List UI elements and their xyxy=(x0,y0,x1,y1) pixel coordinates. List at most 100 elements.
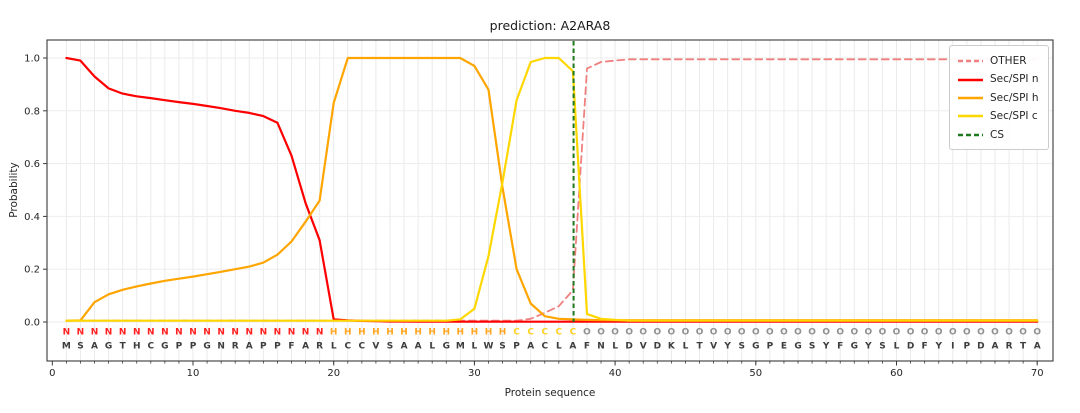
residue-letter: G xyxy=(752,342,759,352)
residue-letter: S xyxy=(499,342,505,352)
residue-letter: L xyxy=(894,342,900,352)
residue-letter: Y xyxy=(822,342,830,352)
annotation-letter: O xyxy=(991,328,999,338)
annotation-letter: N xyxy=(175,328,183,338)
residue-letter: S xyxy=(738,342,744,352)
annotation-letter: N xyxy=(189,328,197,338)
residue-letter: T xyxy=(1020,342,1027,352)
sec-spi-n-line-sample xyxy=(958,78,983,81)
annotation-letter: N xyxy=(91,328,99,338)
annotation-letter: O xyxy=(583,328,591,338)
annotation-letter: N xyxy=(231,328,239,338)
annotation-letter: C xyxy=(513,328,520,338)
residue-letter: P xyxy=(274,342,281,352)
residue-letter: M xyxy=(62,342,71,352)
annotation-letter: O xyxy=(639,328,647,338)
residue-letter: A xyxy=(91,342,98,352)
x-tick-label: 40 xyxy=(609,368,622,379)
annotation-letter: H xyxy=(372,328,380,338)
annotation-letter: O xyxy=(977,328,985,338)
residue-letter: A xyxy=(569,342,576,352)
residue-letter: L xyxy=(556,342,562,352)
residue-letter: D xyxy=(977,342,984,352)
annotation-letter: H xyxy=(428,328,436,338)
annotation-letter: N xyxy=(105,328,113,338)
residue-letter: G xyxy=(105,342,112,352)
residue-letter: G xyxy=(851,342,858,352)
residue-letter: Y xyxy=(864,342,872,352)
residue-letter: D xyxy=(625,342,632,352)
annotation-letter: O xyxy=(879,328,887,338)
chart-title: prediction: A2ARA8 xyxy=(489,18,611,33)
annotation-letter: O xyxy=(921,328,929,338)
residue-letter: P xyxy=(964,342,971,352)
residue-letter: G xyxy=(443,342,450,352)
residue-letter: P xyxy=(260,342,267,352)
other-line-sample xyxy=(958,59,983,63)
annotation-letter: O xyxy=(766,328,774,338)
annotation-letter: N xyxy=(203,328,211,338)
y-tick-label: 0.4 xyxy=(24,212,40,223)
annotation-letter: N xyxy=(302,328,310,338)
x-tick-label: 60 xyxy=(890,368,903,379)
residue-letter: A xyxy=(401,342,408,352)
legend-label: Sec/SPI n xyxy=(990,73,1039,86)
residue-letter: G xyxy=(161,342,168,352)
residue-letter: R xyxy=(232,342,239,352)
y-tick-label: 0.0 xyxy=(24,318,40,329)
residue-letter: E xyxy=(781,342,787,352)
y-tick-label: 1.0 xyxy=(24,54,40,65)
legend-label: Sec/SPI c xyxy=(990,110,1038,123)
residue-letter: A xyxy=(246,342,253,352)
annotation-letter: O xyxy=(738,328,746,338)
annotation-letter: O xyxy=(865,328,873,338)
residue-letter: L xyxy=(429,342,435,352)
annotation-letter: O xyxy=(696,328,704,338)
residue-letter: P xyxy=(767,342,774,352)
residue-letter: G xyxy=(203,342,210,352)
annotation-letter: C xyxy=(570,328,577,338)
annotation-letter: H xyxy=(344,328,352,338)
legend: OTHER Sec/SPI n Sec/SPI h Sec/SPI c CS xyxy=(949,45,1049,150)
residue-letter: N xyxy=(597,342,605,352)
annotation-letter: O xyxy=(780,328,788,338)
residue-letter: V xyxy=(372,342,379,352)
series-line xyxy=(65,56,1039,322)
annotation-letter: N xyxy=(63,328,71,338)
annotation-letter: N xyxy=(161,328,169,338)
annotation-letter: O xyxy=(724,328,732,338)
annotation-letter: O xyxy=(822,328,830,338)
x-tick-label: 0 xyxy=(49,368,55,379)
residue-letter: S xyxy=(879,342,885,352)
residue-letter: T xyxy=(696,342,703,352)
x-axis-label: Protein sequence xyxy=(504,387,596,399)
annotation-letter: O xyxy=(752,328,760,338)
annotation-letter: O xyxy=(1019,328,1027,338)
residue-letter: F xyxy=(837,342,843,352)
cs-line-sample xyxy=(958,133,983,136)
residue-letter: S xyxy=(809,342,815,352)
residue-letter: W xyxy=(484,342,494,352)
annotation-letter: O xyxy=(893,328,901,338)
y-tick-label: 0.6 xyxy=(24,159,40,170)
series-line xyxy=(65,56,1039,323)
y-axis-label: Probability xyxy=(8,162,20,218)
residue-letter: D xyxy=(654,342,661,352)
annotation-letter: N xyxy=(147,328,155,338)
annotation-letter: O xyxy=(611,328,619,338)
annotation-letter: O xyxy=(907,328,915,338)
residue-letter: V xyxy=(640,342,647,352)
residue-letter: G xyxy=(794,342,801,352)
residue-letter: S xyxy=(77,342,83,352)
annotation-letter: O xyxy=(597,328,605,338)
residue-letter: A xyxy=(415,342,422,352)
annotation-letter: O xyxy=(949,328,957,338)
residue-letter: A xyxy=(527,342,534,352)
annotation-letter: O xyxy=(682,328,690,338)
residue-letter: R xyxy=(316,342,323,352)
plot-border xyxy=(46,39,1054,362)
sec-spi-h-line-sample xyxy=(958,96,983,100)
annotation-letter: H xyxy=(330,328,338,338)
series-line xyxy=(65,56,1039,322)
